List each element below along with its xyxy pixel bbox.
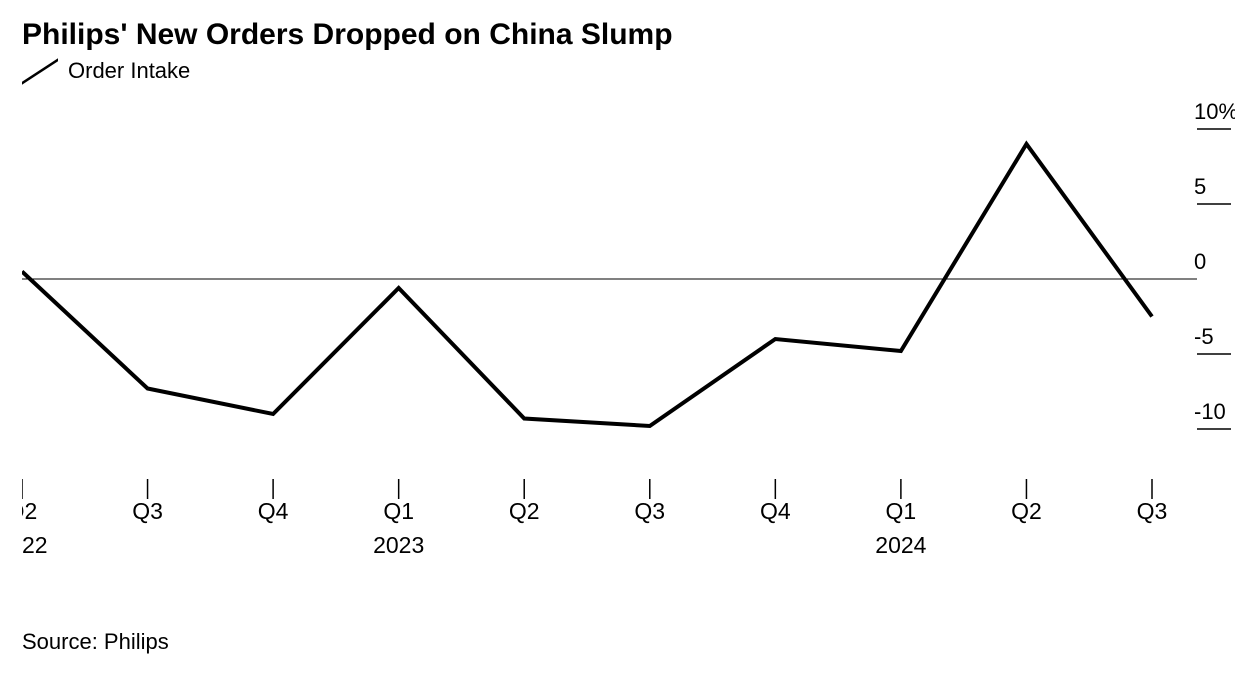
- x-tick-label: Q4: [760, 498, 791, 524]
- x-tick-label: Q2: [509, 498, 540, 524]
- legend-line-icon: [22, 58, 58, 84]
- x-tick-label: Q4: [258, 498, 289, 524]
- y-tick-label: -10: [1194, 399, 1226, 424]
- x-tick-label: Q2: [1011, 498, 1042, 524]
- x-tick-label: Q3: [1137, 498, 1168, 524]
- y-tick-label: 5: [1194, 174, 1206, 199]
- y-tick-label: 0: [1194, 249, 1206, 274]
- x-tick-label: Q3: [132, 498, 163, 524]
- x-tick-label: Q1: [383, 498, 414, 524]
- x-year-label: 2024: [875, 532, 926, 558]
- series-line: [22, 144, 1152, 426]
- y-tick-label: 10%: [1194, 99, 1235, 124]
- y-tick-label: -5: [1194, 324, 1214, 349]
- line-chart: 10% 5 0 -5 -10 Q2 2022 Q3 Q4 Q1 2023 Q2 Q3 Q4 Q1 2024 Q2…: [22, 84, 1235, 584]
- chart-source: Source: Philips: [22, 629, 169, 655]
- x-tick-label: Q2: [22, 498, 37, 524]
- x-tick-label: Q1: [886, 498, 917, 524]
- chart-legend: Order Intake: [22, 58, 1235, 84]
- x-year-label: 2023: [373, 532, 424, 558]
- legend-label: Order Intake: [68, 58, 190, 84]
- x-tick-label: Q3: [634, 498, 665, 524]
- x-year-label: 2022: [22, 532, 48, 558]
- chart-title: Philips' New Orders Dropped on China Slu…: [22, 18, 1235, 52]
